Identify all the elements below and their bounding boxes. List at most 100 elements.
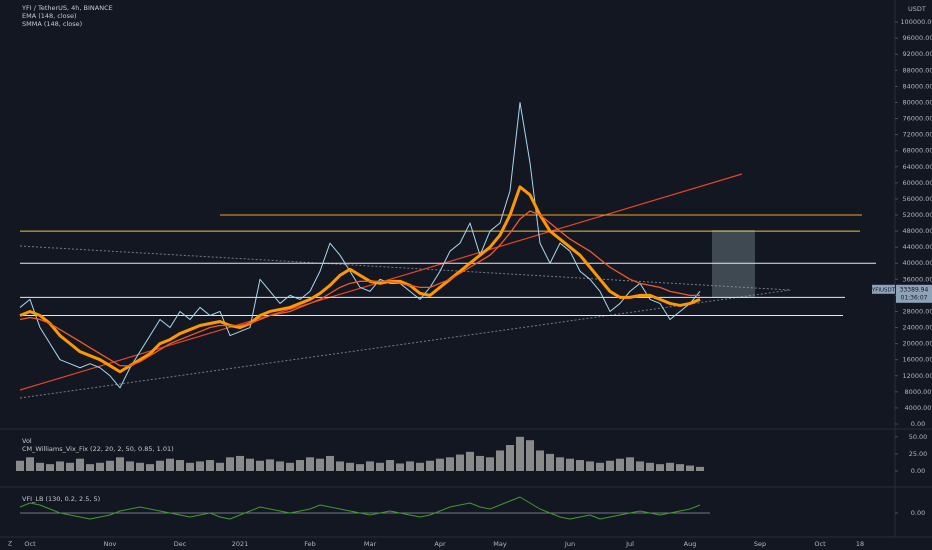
y-tick-label: 68000.00 [902,147,932,155]
volume-bar [256,460,264,471]
volume-bar [236,455,244,471]
y-tick-label: 40000.00 [902,259,932,267]
y-tick-label: 64000.00 [902,163,932,171]
chart-title: YFI / TetherUS, 4h, BINANCE [21,4,113,12]
series-line [19,496,701,520]
volume-bar [406,461,414,471]
y-tick-label: 8000.00 [905,388,932,396]
y-tick-label: 44000.00 [902,243,932,251]
volume-bar [436,458,444,471]
volume-bar [116,457,124,471]
y-tick-label: 48000.00 [902,227,932,235]
trend-line [19,245,791,291]
y-tick-label: 92000.00 [902,50,932,58]
volume-bar [426,460,434,471]
last-price: 33389.94 [900,286,929,293]
volume-bar [606,460,614,471]
volume-bar [686,465,694,471]
volume-bar [46,464,54,471]
volume-bar [646,462,654,471]
volume-bar [296,460,304,471]
target-box [712,230,755,298]
x-tick-label: Mar [364,540,377,548]
volume-bar [146,464,154,471]
symbol-tag: YFIUSDT [871,287,896,293]
volume-bar [526,440,534,471]
volume-bar [626,457,634,471]
volume-bar [566,458,574,471]
volume-bar [86,464,94,471]
y-tick-label: 0.00 [911,420,925,428]
vfi-title: VFI_LB (130, 0.2, 2.5, 5) [22,495,100,503]
volume-bar [16,460,24,471]
volume-bar [126,461,134,471]
volume-bar [486,457,494,471]
y-tick-label: 4000.00 [905,404,932,412]
volume-bar [476,455,484,471]
y-tick-label: 0.00 [911,509,925,517]
volume-bar [676,464,684,471]
zoom-icon[interactable]: Z [8,541,12,548]
volume-bar [546,453,554,471]
x-tick-label: Feb [304,540,316,548]
volume-bar [316,458,324,471]
symbol-tag-bg [872,284,895,294]
volume-bar [156,460,164,471]
volume-bar [136,462,144,471]
volume-bar [636,461,644,471]
volume-bar [66,462,74,471]
y-tick-label: 100000.00 [900,18,932,26]
y-tick-label: 60000.00 [902,179,932,187]
volume-bar [656,464,664,471]
volume-bar [556,457,564,471]
x-tick-label: Oct [24,540,36,548]
x-tick-label: Oct [814,540,826,548]
y-tick-label: 25.00 [909,450,928,458]
x-tick-label: Apr [434,540,446,548]
volume-bar [226,457,234,471]
countdown: 01:36:07 [901,294,928,301]
x-tick-label: Aug [684,540,697,548]
y-tick-label: 84000.00 [902,82,932,90]
volume-bar [576,460,584,471]
y-tick-label: 36000.00 [902,275,932,283]
x-tick-label: 2021 [232,540,249,548]
volume-bar [36,462,44,471]
volume-bar [506,445,514,471]
volume-bar [196,461,204,471]
y-tick-label: 24000.00 [902,324,932,332]
volume-bar [696,466,704,471]
volume-bar [106,460,114,471]
volume-bar [326,455,334,471]
volume-bar [376,462,384,471]
volume-bar [286,462,294,471]
y-tick-label: 76000.00 [902,115,932,123]
volume-bar [386,460,394,471]
x-tick-label: May [493,540,507,548]
volume-bar [396,463,404,471]
y-tick-label: 88000.00 [902,66,932,74]
volume-bar [536,450,544,471]
volume-bar [56,461,64,471]
volume-bar [666,462,674,471]
x-tick-label: Jul [625,540,634,548]
y-tick-label: 52000.00 [902,211,932,219]
volume-bar [96,462,104,471]
x-tick-label: Dec [174,540,187,548]
volume-title: Vol [22,437,32,445]
volume-bar [446,457,454,471]
y-tick-label: 28000.00 [902,307,932,315]
volume-bar [496,450,504,471]
indicator-title: CM_Williams_Vix_Fix (22, 20, 2, 50, 0.85… [22,445,174,453]
volume-bar [356,464,364,471]
y-tick-label: 72000.00 [902,131,932,139]
legend-entry: SMMA (148, close) [22,20,82,28]
volume-bar [166,458,174,471]
volume-bar [306,457,314,471]
y-tick-label: 56000.00 [902,195,932,203]
volume-bar [216,462,224,471]
legend-entry: EMA (148, close) [22,12,77,20]
x-tick-label: Nov [104,540,117,548]
x-tick-label: Sep [754,540,766,548]
